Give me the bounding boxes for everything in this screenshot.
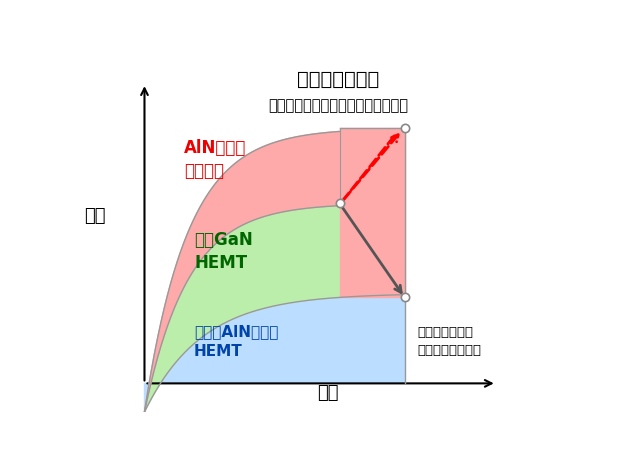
- Text: 電流が低下し、
出力が得られない: 電流が低下し、 出力が得られない: [417, 325, 481, 356]
- Text: 電流: 電流: [84, 207, 106, 225]
- Text: 従来GaN
HEMT: 従来GaN HEMT: [194, 230, 253, 272]
- Text: AlNに期待
する出力: AlNに期待 する出力: [184, 138, 246, 180]
- Polygon shape: [145, 132, 340, 412]
- Text: 出力のイメージ: 出力のイメージ: [297, 70, 379, 89]
- Text: （得られる電波出力は面積と相関）: （得られる電波出力は面積と相関）: [268, 98, 408, 113]
- Text: 従来のAlN基板上
HEMT: 従来のAlN基板上 HEMT: [194, 323, 278, 358]
- Polygon shape: [145, 295, 404, 412]
- Text: 電圧: 電圧: [317, 383, 339, 401]
- Polygon shape: [340, 129, 404, 298]
- Polygon shape: [145, 206, 340, 412]
